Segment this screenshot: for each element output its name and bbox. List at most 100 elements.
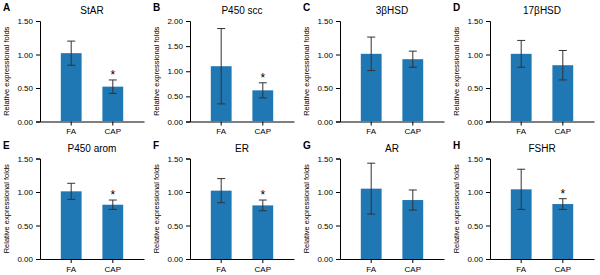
y-tick-mark bbox=[486, 122, 490, 123]
y-tick-label: 1.00 bbox=[467, 51, 483, 60]
y-axis: 0.000.501.001.502.00 bbox=[167, 17, 190, 127]
y-axis-title: Relative expressional folds bbox=[2, 26, 11, 115]
y-tick-mark bbox=[486, 21, 490, 22]
x-tick-label: FA bbox=[516, 127, 526, 136]
y-axis-line bbox=[486, 22, 491, 123]
y-tick: 1.00 bbox=[317, 188, 340, 197]
x-axis-line bbox=[41, 259, 145, 260]
x-tick: FA bbox=[216, 259, 226, 274]
y-tick-mark bbox=[36, 55, 40, 56]
y-tick-label: 0.50 bbox=[467, 84, 483, 93]
annotation: * bbox=[110, 68, 115, 82]
panel-title: 17βHSD bbox=[523, 5, 561, 16]
x-tick-label: FA bbox=[516, 265, 526, 274]
y-tick-mark bbox=[36, 122, 40, 123]
y-axis: 0.000.501.001.50 bbox=[317, 17, 340, 127]
plot-area bbox=[361, 163, 423, 259]
panel-title: P450 scc bbox=[221, 5, 262, 16]
y-axis-line bbox=[36, 22, 41, 123]
y-tick: 0.50 bbox=[467, 222, 490, 231]
error-bar bbox=[367, 37, 375, 71]
x-tick-mark bbox=[371, 259, 372, 263]
y-tick-label: 0.00 bbox=[317, 255, 333, 264]
y-tick-mark bbox=[336, 159, 340, 160]
panel-label: B bbox=[153, 2, 160, 13]
y-axis-line bbox=[336, 22, 341, 123]
y-tick: 0.50 bbox=[167, 222, 190, 231]
panel-label: D bbox=[453, 2, 460, 13]
x-tick-label: FA bbox=[216, 265, 226, 274]
x-tick-label: CAP bbox=[105, 265, 121, 274]
x-tick-mark bbox=[521, 122, 522, 126]
x-tick: FA bbox=[516, 259, 526, 274]
panel-title: FSHR bbox=[528, 143, 555, 154]
y-tick: 1.50 bbox=[17, 17, 40, 26]
y-tick-label: 0.50 bbox=[17, 84, 33, 93]
x-tick-label: CAP bbox=[555, 127, 571, 136]
x-tick: FA bbox=[66, 259, 76, 274]
annotation: * bbox=[260, 188, 265, 202]
y-tick: 0.00 bbox=[467, 255, 490, 264]
y-tick-mark bbox=[36, 226, 40, 227]
plot-area bbox=[61, 183, 123, 259]
x-tick: CAP bbox=[255, 259, 271, 274]
panel-label: H bbox=[453, 140, 460, 151]
x-tick-label: FA bbox=[366, 127, 376, 136]
x-tick-label: FA bbox=[66, 127, 76, 136]
x-tick-mark bbox=[412, 122, 413, 126]
x-axis: FA CAP bbox=[41, 259, 145, 274]
y-tick-label: 0.00 bbox=[317, 118, 333, 127]
y-tick: 1.00 bbox=[467, 188, 490, 197]
y-tick: 0.50 bbox=[167, 92, 190, 101]
y-axis-line bbox=[186, 22, 191, 123]
y-tick: 1.00 bbox=[167, 188, 190, 197]
x-tick-mark bbox=[562, 259, 563, 263]
x-tick-label: CAP bbox=[405, 127, 421, 136]
y-tick: 2.00 bbox=[167, 17, 190, 26]
error-bar bbox=[559, 50, 567, 79]
y-axis-line bbox=[186, 159, 191, 260]
y-tick-label: 0.00 bbox=[467, 255, 483, 264]
y-axis-line bbox=[36, 159, 41, 260]
y-tick-mark bbox=[36, 259, 40, 260]
y-tick-mark bbox=[186, 122, 190, 123]
panel-label: A bbox=[3, 2, 10, 13]
y-tick: 0.00 bbox=[17, 118, 40, 127]
x-tick: CAP bbox=[105, 259, 121, 274]
plot-area bbox=[211, 29, 273, 122]
x-axis: FACAP bbox=[491, 259, 595, 274]
x-axis-line bbox=[41, 122, 145, 123]
panel-label: G bbox=[303, 140, 311, 151]
y-tick-mark bbox=[186, 159, 190, 160]
panel: 0.000.501.001.50FACAP*ERFRelative expres… bbox=[152, 140, 295, 274]
x-tick-mark bbox=[521, 259, 522, 263]
y-tick-mark bbox=[336, 226, 340, 227]
plot-area bbox=[61, 41, 123, 121]
y-tick-label: 1.00 bbox=[167, 67, 183, 76]
y-tick: 1.00 bbox=[467, 51, 490, 60]
y-tick: 1.00 bbox=[167, 67, 190, 76]
x-tick-label: FA bbox=[66, 265, 76, 274]
y-tick-label: 1.50 bbox=[467, 17, 483, 26]
y-tick-mark bbox=[36, 159, 40, 160]
y-tick-label: 1.50 bbox=[17, 17, 33, 26]
x-tick-label: FA bbox=[216, 127, 226, 136]
y-tick: 1.50 bbox=[467, 17, 490, 26]
y-tick-mark bbox=[336, 88, 340, 89]
panel: 0.000.501.001.50FACAP*P450 aromERelative… bbox=[2, 140, 145, 274]
x-tick: FA bbox=[516, 122, 526, 137]
x-tick-mark bbox=[262, 259, 263, 263]
y-tick-label: 0.00 bbox=[467, 118, 483, 127]
x-tick-label: CAP bbox=[405, 265, 421, 274]
panel: 0.000.501.001.50FACAP3βHSDCRelative expr… bbox=[302, 2, 445, 136]
y-tick: 1.00 bbox=[17, 188, 40, 197]
x-tick-label: CAP bbox=[255, 127, 271, 136]
y-axis: 0.00 0.50 1.00 1.50 bbox=[467, 17, 490, 127]
panel: 0.000.501.001.502.00FACAP*P450 sccBRelat… bbox=[152, 2, 295, 136]
error-bar bbox=[67, 41, 75, 65]
x-tick: FA bbox=[66, 122, 76, 137]
y-tick-mark bbox=[486, 226, 490, 227]
y-tick: 0.50 bbox=[317, 84, 340, 93]
x-tick-label: FA bbox=[366, 265, 376, 274]
y-tick-label: 0.00 bbox=[167, 255, 183, 264]
